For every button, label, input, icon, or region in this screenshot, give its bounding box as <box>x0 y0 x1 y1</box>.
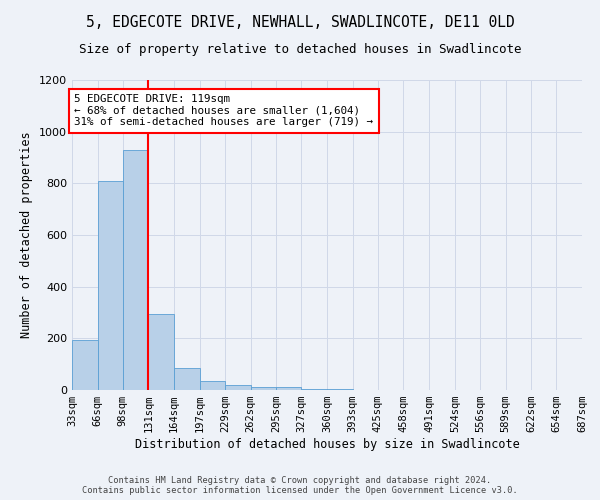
Bar <box>200 381 225 390</box>
Text: 5, EDGECOTE DRIVE, NEWHALL, SWADLINCOTE, DE11 0LD: 5, EDGECOTE DRIVE, NEWHALL, SWADLINCOTE,… <box>86 15 514 30</box>
Bar <box>225 385 251 390</box>
Y-axis label: Number of detached properties: Number of detached properties <box>20 132 34 338</box>
Bar <box>277 388 301 390</box>
Text: Contains HM Land Registry data © Crown copyright and database right 2024.
Contai: Contains HM Land Registry data © Crown c… <box>82 476 518 495</box>
Bar <box>122 150 148 390</box>
Bar <box>251 386 277 390</box>
Text: 5 EDGECOTE DRIVE: 119sqm
← 68% of detached houses are smaller (1,604)
31% of sem: 5 EDGECOTE DRIVE: 119sqm ← 68% of detach… <box>74 94 373 128</box>
Bar <box>72 340 98 390</box>
Bar <box>98 180 122 390</box>
Bar <box>174 368 200 390</box>
Text: Size of property relative to detached houses in Swadlincote: Size of property relative to detached ho… <box>79 42 521 56</box>
Bar <box>301 389 327 390</box>
Bar <box>148 314 174 390</box>
X-axis label: Distribution of detached houses by size in Swadlincote: Distribution of detached houses by size … <box>134 438 520 451</box>
